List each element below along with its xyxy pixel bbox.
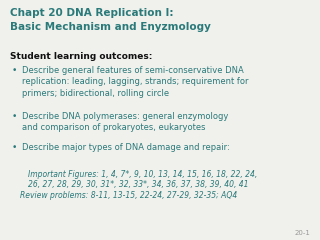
Text: •: •: [12, 112, 17, 121]
Text: •: •: [12, 143, 17, 152]
Text: •: •: [12, 66, 17, 75]
Text: Describe DNA polymerases: general enzymology
and comparison of prokaryotes, euka: Describe DNA polymerases: general enzymo…: [22, 112, 228, 132]
Text: Describe general features of semi-conservative DNA
replication: leading, lagging: Describe general features of semi-conser…: [22, 66, 249, 98]
Text: Important Figures: 1, 4, 7*, 9, 10, 13, 14, 15, 16, 18, 22, 24,: Important Figures: 1, 4, 7*, 9, 10, 13, …: [28, 170, 257, 179]
Text: Review problems: 8-11, 13-15, 22-24, 27-29, 32-35; AQ4: Review problems: 8-11, 13-15, 22-24, 27-…: [20, 191, 237, 200]
Text: Student learning outcomes:: Student learning outcomes:: [10, 52, 152, 61]
Text: Describe major types of DNA damage and repair:: Describe major types of DNA damage and r…: [22, 143, 230, 152]
Text: Basic Mechanism and Enyzmology: Basic Mechanism and Enyzmology: [10, 22, 211, 32]
Text: Chapt 20 DNA Replication I:: Chapt 20 DNA Replication I:: [10, 8, 173, 18]
Text: 26, 27, 28, 29, 30, 31*, 32, 33*, 34, 36, 37, 38, 39, 40, 41: 26, 27, 28, 29, 30, 31*, 32, 33*, 34, 36…: [28, 180, 249, 189]
Text: 20-1: 20-1: [294, 230, 310, 236]
